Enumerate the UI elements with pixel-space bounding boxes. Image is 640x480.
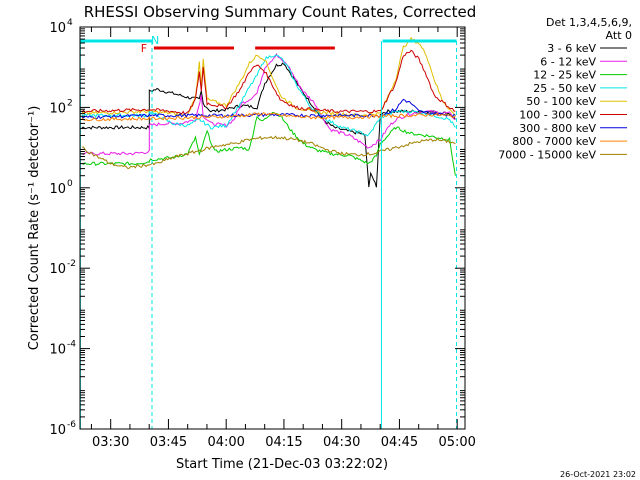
- y-tick-exponent: 4: [67, 18, 73, 28]
- y-tick-base: 10: [49, 343, 66, 358]
- series-line: [81, 54, 456, 137]
- legend-entry-label: 300 - 800 keV: [519, 122, 596, 135]
- timestamp: 26-Oct-2021 23:02: [560, 470, 636, 479]
- legend-title-line-1: Det 1,3,4,5,6,9,: [546, 16, 632, 29]
- legend-entry-label: 100 - 300 keV: [519, 109, 596, 122]
- series-line: [81, 111, 456, 176]
- chart-title: RHESSI Observing Summary Count Rates, Co…: [84, 3, 477, 21]
- legend-entry-label: 7000 - 15000 keV: [498, 148, 596, 161]
- legend-entry-label: 6 - 12 keV: [540, 55, 596, 68]
- n-label: N: [151, 34, 159, 47]
- x-axis: 03:30 03:45 04:00 04:15 04:30 04:45 05:00: [90, 27, 476, 450]
- x-tick-label: 03:45: [150, 435, 187, 450]
- x-tick-label: 04:30: [323, 435, 360, 450]
- legend-title-line-2: Att 0: [606, 29, 632, 42]
- y-tick-base: 10: [49, 423, 66, 438]
- plot-overlays: FN: [79, 34, 458, 429]
- y-axis-label: Corrected Count Rate (s⁻¹ detector⁻¹): [27, 106, 42, 351]
- series-line: [81, 52, 456, 156]
- legend-entry-label: 25 - 50 keV: [533, 82, 596, 95]
- y-tick-base: 10: [49, 182, 66, 197]
- y-tick-exponent: 0: [67, 179, 73, 189]
- plot-series: [81, 36, 456, 188]
- y-tick-base: 10: [49, 21, 66, 36]
- series-line: [81, 36, 456, 118]
- x-tick-label: 04:00: [207, 435, 244, 450]
- y-tick-exponent: 2: [67, 98, 73, 108]
- series-line: [81, 135, 456, 169]
- legend-entry-label: 12 - 25 keV: [533, 69, 596, 82]
- y-tick-base: 10: [49, 262, 66, 277]
- x-tick-label: 03:30: [92, 435, 129, 450]
- plot-frame: [79, 26, 466, 430]
- flag-label: F: [141, 42, 147, 55]
- y-tick-base: 10: [49, 101, 66, 116]
- y-tick-exponent: -2: [67, 259, 76, 269]
- legend-entry-label: 50 - 100 keV: [526, 95, 596, 108]
- series-line: [81, 112, 456, 122]
- x-axis-label: Start Time (21-Dec-03 03:22:02): [176, 457, 388, 472]
- x-tick-label: 05:00: [438, 435, 475, 450]
- x-tick-label: 04:15: [265, 435, 302, 450]
- series-line: [81, 49, 456, 116]
- y-tick-exponent: -4: [67, 340, 76, 350]
- legend-entry-label: 800 - 7000 keV: [512, 135, 596, 148]
- x-tick-label: 04:45: [381, 435, 418, 450]
- legend-entry-label: 3 - 6 keV: [547, 42, 596, 55]
- y-tick-exponent: -6: [67, 420, 76, 430]
